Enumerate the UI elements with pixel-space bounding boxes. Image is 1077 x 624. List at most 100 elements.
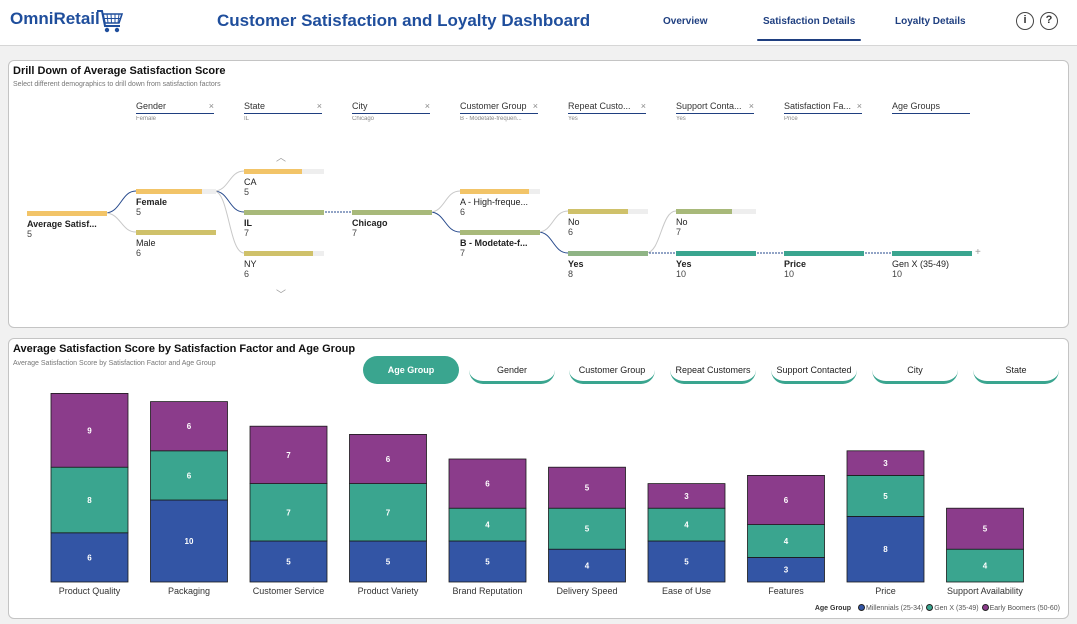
bar-segment[interactable]: [448, 458, 527, 509]
tree-node-support-yes[interactable]: Yes 10: [676, 251, 756, 279]
level-value: Yes: [676, 116, 686, 122]
close-icon[interactable]: ×: [208, 101, 214, 111]
level-value: Female: [136, 116, 157, 122]
chip-state[interactable]: State: [973, 356, 1059, 384]
nav-tab-satisfaction-details[interactable]: Satisfaction Details: [756, 16, 862, 41]
chip-customer-group[interactable]: Customer Group: [569, 356, 655, 384]
node-value: 5: [136, 207, 142, 217]
close-icon[interactable]: ×: [748, 101, 754, 111]
tree-node-repeat-yes[interactable]: Yes 8: [568, 251, 648, 279]
tree-node-chicago[interactable]: Chicago 7: [352, 210, 432, 238]
bar-segment[interactable]: [747, 524, 825, 558]
info-icon[interactable]: i: [1016, 12, 1034, 30]
x-tick-label: Packaging: [168, 586, 210, 596]
bar-segment[interactable]: [647, 540, 726, 583]
nav-tab-overview[interactable]: Overview: [663, 16, 708, 27]
tree-node-gen-x[interactable]: Gen X (35-49) 10: [892, 251, 972, 279]
level-header-gender[interactable]: Gender × Female: [136, 101, 214, 122]
tree-node-ny[interactable]: NY 6: [244, 251, 324, 279]
bar-segment[interactable]: [647, 483, 726, 509]
brand-name: OmniRetail: [10, 9, 100, 28]
node-label: A - High-freque...: [460, 197, 529, 207]
node-value: 6: [568, 227, 574, 237]
bar-data-label: 7: [286, 451, 291, 460]
close-icon[interactable]: ×: [640, 101, 646, 111]
node-label: Average Satisf...: [27, 219, 97, 229]
bar-segment[interactable]: [150, 499, 228, 583]
node-label: Chicago: [352, 218, 388, 228]
x-tick-label: Ease of Use: [662, 586, 711, 596]
close-icon[interactable]: ×: [424, 101, 430, 111]
bar-segment[interactable]: [548, 466, 626, 509]
bar-segment[interactable]: [946, 507, 1024, 550]
chip-repeat-customers[interactable]: Repeat Customers: [670, 356, 756, 384]
bar-data-label: 3: [784, 566, 789, 575]
chip-gender[interactable]: Gender: [469, 356, 555, 384]
x-tick-label: Support Availability: [947, 586, 1023, 596]
level-header-satisfaction-factor[interactable]: Satisfaction Fa... × Price: [784, 101, 862, 122]
scroll-up-icon[interactable]: ︿: [276, 153, 286, 164]
level-header-city[interactable]: City × Chicago: [352, 101, 430, 122]
tree-connectors: [104, 170, 892, 254]
help-icon[interactable]: ?: [1040, 12, 1058, 30]
bar-segment[interactable]: [349, 540, 427, 583]
bar-segment[interactable]: [946, 548, 1024, 583]
bar-segment[interactable]: [647, 507, 726, 542]
node-label: NY: [244, 259, 257, 269]
chip-support-contacted[interactable]: Support Contacted: [771, 356, 857, 384]
bar-segment[interactable]: [50, 393, 129, 468]
level-name: Satisfaction Fa...: [784, 101, 862, 114]
bar-segment[interactable]: [747, 474, 825, 525]
level-header-state[interactable]: State × IL: [244, 101, 322, 122]
expand-plus-icon[interactable]: +: [975, 247, 981, 258]
node-label: B - Modetate-f...: [460, 238, 528, 248]
tree-node-group-b[interactable]: B - Modetate-f... 7: [460, 230, 540, 258]
chip-age-group[interactable]: Age Group: [363, 356, 459, 384]
tree-node-support-no[interactable]: No 7: [676, 209, 756, 237]
level-name: City: [352, 101, 430, 114]
bar-data-label: 6: [187, 471, 192, 480]
bar-segment[interactable]: [846, 474, 925, 517]
tree-node-male[interactable]: Male 6: [136, 230, 216, 258]
tree-node-root[interactable]: Average Satisf... 5: [27, 211, 107, 239]
tree-node-price[interactable]: Price 10: [784, 251, 864, 279]
level-value: B - Modetate-frequen...: [460, 116, 522, 122]
close-icon[interactable]: ×: [856, 101, 862, 111]
node-label: No: [568, 217, 580, 227]
level-header-repeat-customers[interactable]: Repeat Custo... × Yes: [568, 101, 646, 122]
bar-segment[interactable]: [846, 515, 925, 583]
bar-segment[interactable]: [150, 450, 228, 501]
bar-data-label: 5: [585, 525, 590, 534]
bar-segment[interactable]: [50, 466, 129, 534]
level-header-support-contacted[interactable]: Support Conta... × Yes: [676, 101, 754, 122]
tree-node-il[interactable]: IL 7: [244, 210, 324, 238]
level-header-age-groups[interactable]: Age Groups: [892, 101, 970, 116]
bar-segment[interactable]: [249, 425, 328, 484]
bar-segment[interactable]: [50, 532, 129, 583]
bar-segment[interactable]: [448, 540, 527, 583]
scroll-down-icon[interactable]: ﹀: [276, 290, 286, 301]
bar-segment[interactable]: [150, 401, 228, 452]
bar-data-label: 7: [286, 508, 291, 517]
node-value: 10: [676, 269, 687, 279]
x-tick-label: Customer Service: [253, 586, 325, 596]
bar-segment[interactable]: [349, 434, 427, 485]
bar-data-label: 9: [87, 426, 92, 435]
tree-node-ca[interactable]: CA 5: [244, 169, 324, 197]
chip-city[interactable]: City: [872, 356, 958, 384]
bar-segment[interactable]: [548, 548, 626, 583]
node-label: Price: [784, 259, 807, 269]
level-name: Customer Group: [460, 101, 538, 114]
level-header-customer-group[interactable]: Customer Group × B - Modetate-frequen...: [460, 101, 538, 122]
tree-node-group-a[interactable]: A - High-freque... 6: [460, 189, 540, 217]
tree-node-repeat-no[interactable]: No 6: [568, 209, 648, 237]
legend-item: Early Boomers (50-60): [989, 605, 1060, 612]
bar-data-label: 3: [684, 492, 689, 501]
close-icon[interactable]: ×: [532, 101, 538, 111]
bar-segment[interactable]: [747, 556, 825, 583]
nav-tab-loyalty-details[interactable]: Loyalty Details: [895, 16, 966, 27]
close-icon[interactable]: ×: [316, 101, 322, 111]
tree-node-female[interactable]: Female 5: [136, 189, 216, 217]
node-value: 10: [892, 269, 903, 279]
bar-segment[interactable]: [846, 450, 925, 476]
